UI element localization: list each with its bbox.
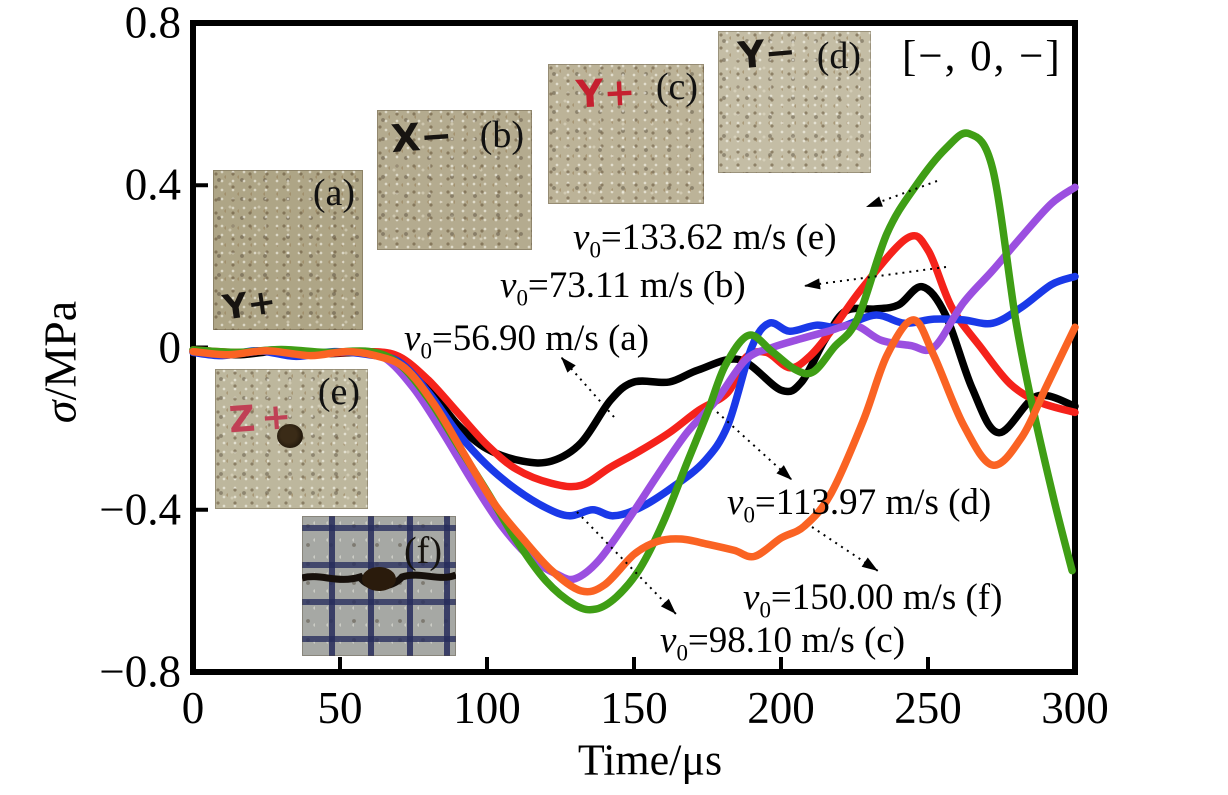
annotation-curve-c: v0=98.10 m/s (c) [660,620,906,666]
specimen-marker-d: Y− [736,31,798,78]
annotation-curve-e: v0=133.62 m/s (e) [573,217,837,263]
inset-photo-e: (e) Z+ [215,369,368,509]
inset-photo-a: (a) Y+ [213,170,363,330]
curve-v0-73-11-m-s-b- [189,232,1079,491]
inset-c-label: (c) [655,66,698,108]
arrowhead [776,465,792,480]
impact-hole [277,424,303,448]
inset-d-label: (d) [816,35,861,77]
inset-e-label: (e) [317,371,360,413]
inset-photo-d: (d) Y− [718,31,871,173]
annotation-arrow [803,266,947,287]
annotation-curve-d: v0=113.97 m/s (d) [727,482,992,528]
specimen-marker-b: X− [389,112,454,162]
arrowhead [660,598,676,614]
inset-a-label: (a) [312,172,355,214]
arrowhead [561,357,576,373]
inset-photo-b: (b) X− [377,110,532,250]
inset-b-label: (b) [479,114,524,156]
arrowhead [866,196,883,207]
annotation-curve-f: v0=150.00 m/s (f) [743,577,1003,623]
specimen-marker-a: Y+ [220,281,279,329]
annotation-arrow [716,411,793,481]
arrowhead [804,278,821,290]
specimen-marker-c: Y+ [574,69,637,117]
annotation-arrow [576,511,677,615]
inset-photo-f: (f) [302,516,456,656]
annotation-curve-b: v0=73.11 m/s (b) [500,265,746,311]
annotation-curve-a: v0=56.90 m/s (a) [404,318,650,364]
crack-graphic [302,567,456,591]
curve-v0-150-00-m-s-f- [189,316,1079,596]
arrowhead [861,557,878,571]
inset-photo-c: (c) Y+ [548,64,704,204]
inset-f-label: (f) [404,530,442,572]
